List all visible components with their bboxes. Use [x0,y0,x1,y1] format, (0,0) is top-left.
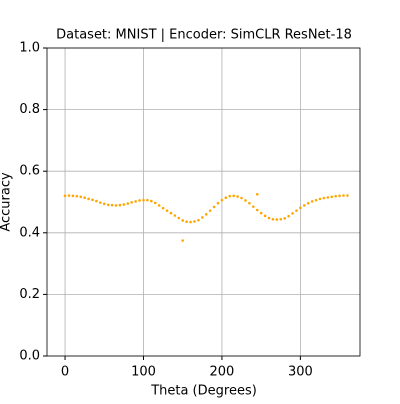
point [185,220,188,224]
x-axis-label: Theta (Degrees) [150,384,257,399]
y-tick-label: 0.0 [19,349,40,364]
point [181,219,185,222]
point [91,198,94,202]
point [146,198,149,202]
plot-frame [46,47,361,357]
point [287,214,290,218]
point [130,201,134,204]
point [291,212,294,215]
point [252,205,255,208]
point [142,198,145,202]
point [224,196,228,199]
point [232,194,236,198]
point [83,196,86,199]
point [110,203,114,207]
point [346,194,349,197]
point [334,194,337,198]
point [67,194,71,197]
y-axis-label: Accuracy [0,172,14,232]
point [208,209,212,212]
point [138,199,141,202]
point [150,199,153,203]
point [228,194,232,198]
x-tick-label: 300 [288,365,313,380]
point [306,201,310,205]
point [240,196,243,200]
y-tick-label: 0.6 [19,164,40,179]
point [63,194,67,198]
point [236,195,239,198]
point [303,204,306,207]
point [173,214,177,217]
point [161,206,165,210]
x-tick-label: 200 [210,365,235,380]
point [193,220,196,223]
point [122,203,126,206]
point [87,197,90,201]
point [79,195,83,199]
point [169,211,173,215]
chart-title: Dataset: MNIST | Encoder: SimCLR ResNet-… [56,28,352,43]
point [279,217,283,221]
point [153,201,157,205]
y-tick-label: 1.0 [19,41,40,56]
point [75,194,79,198]
point [157,204,161,207]
point [322,196,326,200]
point [165,209,169,212]
point [271,217,275,221]
point [71,194,75,198]
point [212,205,216,209]
point [248,201,251,205]
y-tick-label: 0.8 [19,102,40,117]
point [267,216,271,220]
point [255,193,259,196]
point [299,206,302,210]
point [102,202,106,206]
point [118,203,122,207]
point [99,201,102,204]
point [318,197,322,201]
point [95,199,98,203]
point [295,209,298,212]
point [189,220,192,224]
x-tick-label: 0 [61,365,69,380]
point [114,204,118,207]
point [201,216,204,219]
point [326,196,330,199]
point [197,218,200,222]
point [216,201,220,205]
point [310,200,314,203]
point [275,218,279,221]
point [244,199,247,202]
point [220,198,224,202]
x-tick-label: 100 [131,365,156,380]
point [134,200,137,203]
y-tick-label: 0.4 [19,225,40,240]
point [342,194,345,197]
point [204,213,208,216]
point [255,208,259,212]
point [338,194,341,198]
point [283,217,286,220]
point [126,202,130,205]
point [106,203,110,207]
y-tick-label: 0.2 [19,287,40,302]
point [177,216,181,220]
point [259,211,263,215]
point [263,214,267,218]
point [330,195,334,199]
point [314,198,318,202]
point [181,239,185,242]
